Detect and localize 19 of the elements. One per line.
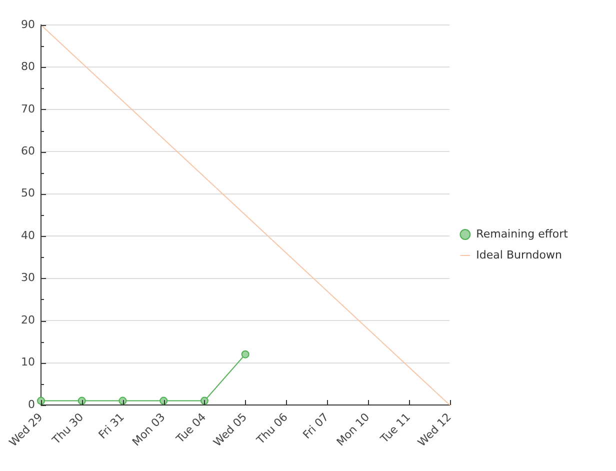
y-tick-label: 10: [21, 356, 35, 369]
y-tick-label: 90: [21, 18, 35, 31]
y-tick-label: 70: [21, 102, 35, 116]
x-tick-label: Mon 10: [334, 410, 372, 449]
legend-label: Ideal Burndown: [476, 248, 562, 262]
y-tick-label: 50: [21, 186, 35, 200]
x-tick-label: Fri 31: [96, 410, 127, 442]
x-tick-label: Thu 06: [253, 410, 290, 448]
y-tick-label: 40: [21, 228, 35, 242]
y-tick-label: 60: [21, 144, 35, 158]
y-tick-label: 0: [28, 398, 35, 411]
y-tick-label: 20: [21, 313, 35, 326]
legend-label: Remaining effort: [476, 227, 569, 240]
x-tick-label: Thu 30: [49, 410, 86, 448]
x-tick-label: Tue 04: [173, 410, 209, 446]
y-tick-label: 80: [21, 60, 35, 74]
y-tick-label: 30: [21, 271, 35, 284]
x-tick-label: Fri 07: [300, 410, 332, 442]
x-tick-label: Tue 11: [377, 410, 413, 446]
